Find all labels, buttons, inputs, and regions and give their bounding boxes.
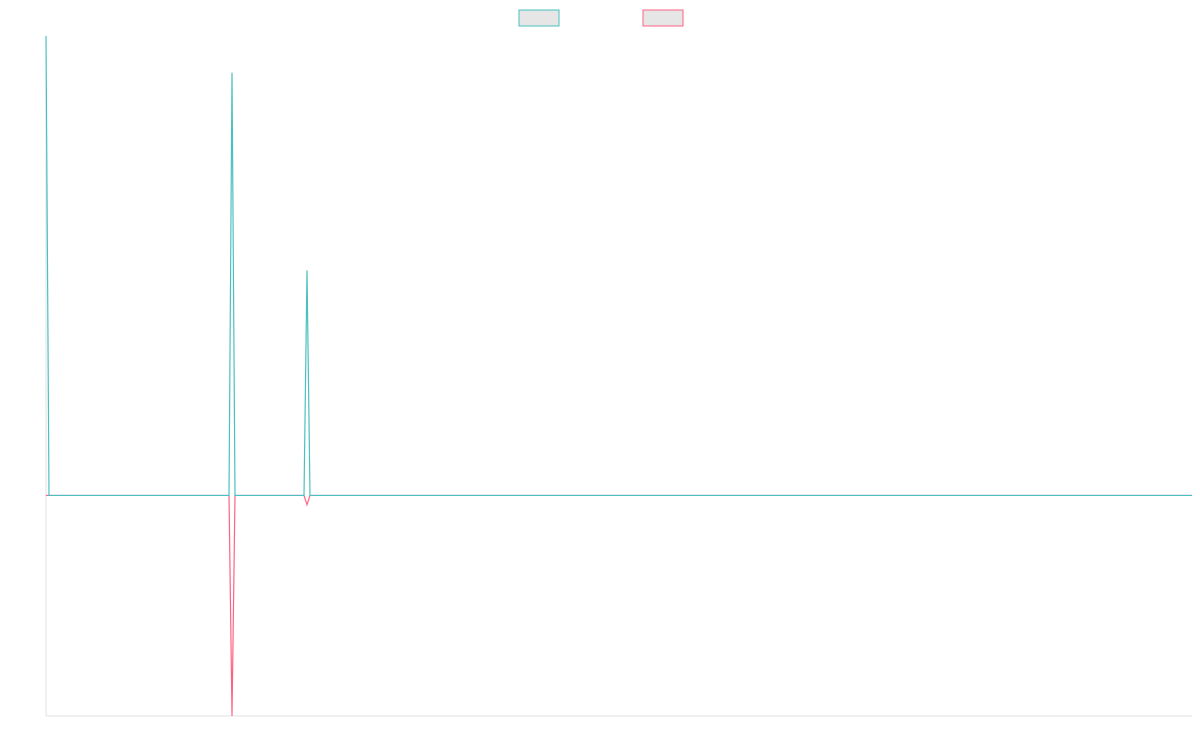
series-line bbox=[45, 35, 1192, 497]
series-line bbox=[46, 494, 1192, 717]
legend-swatch[interactable] bbox=[642, 9, 684, 27]
legend-swatch[interactable] bbox=[518, 9, 560, 27]
